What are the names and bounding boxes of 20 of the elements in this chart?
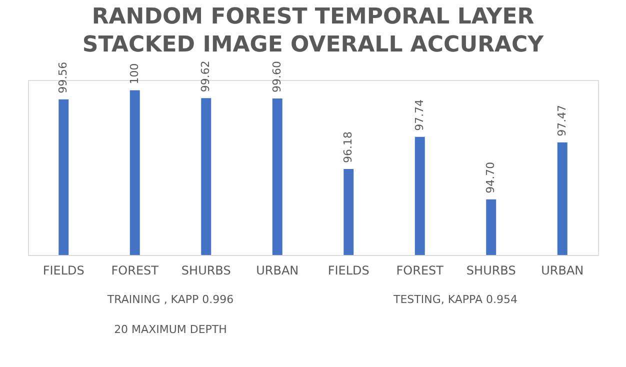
x-tick-label: FIELDS xyxy=(42,264,84,278)
data-label: 97.74 xyxy=(412,99,426,131)
chart-title: RANDOM FOREST TEMPORAL LAYER STACKED IMAGE OVERALL ACCURACY xyxy=(82,4,545,58)
data-label: 94.70 xyxy=(484,162,498,194)
x-tick-label: FOREST xyxy=(111,264,160,278)
data-label: 99.60 xyxy=(270,61,284,93)
text: TESTING, KAPPA 0.954 xyxy=(392,293,518,306)
data-label: 99.56 xyxy=(56,62,70,94)
text: TRAINING , KAPP 0.996 xyxy=(106,293,234,306)
data-label: 100 xyxy=(128,63,141,84)
data-label: 96.18 xyxy=(342,131,355,163)
x-tick-label: FOREST xyxy=(396,264,444,278)
x-tick-label: SHURBS xyxy=(181,264,231,278)
x-tick-label: FIELDS xyxy=(328,264,370,278)
x-tick-label: URBAN xyxy=(256,264,299,278)
x-tick-label: URBAN xyxy=(541,264,584,278)
x-axis-title: 20 MAXIMUM DEPTH xyxy=(114,323,227,336)
x-tick-label: SHURBS xyxy=(466,264,516,278)
data-label: 97.47 xyxy=(555,104,568,136)
data-label: 99.62 xyxy=(199,60,212,92)
